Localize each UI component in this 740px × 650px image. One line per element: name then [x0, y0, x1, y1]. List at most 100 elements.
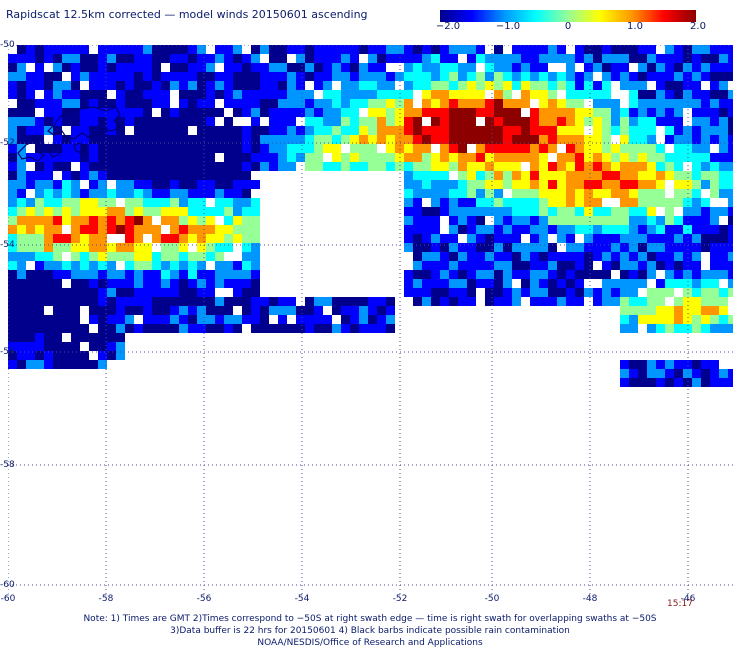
- wind-cell: [467, 135, 476, 144]
- wind-cell: [467, 126, 476, 135]
- wind-cell: [170, 279, 179, 288]
- wind-cell: [206, 135, 215, 144]
- wind-cell: [98, 144, 107, 153]
- wind-cell: [233, 270, 242, 279]
- wind-cell: [17, 216, 26, 225]
- wind-cell: [17, 45, 26, 54]
- wind-cell: [17, 252, 26, 261]
- wind-cell: [620, 261, 629, 270]
- wind-cell: [665, 198, 674, 207]
- wind-cell: [647, 234, 656, 243]
- wind-cell: [665, 99, 674, 108]
- wind-cell: [17, 207, 26, 216]
- wind-cell: [557, 108, 566, 117]
- wind-cell: [242, 90, 251, 99]
- wind-cell: [512, 63, 521, 72]
- wind-cell: [656, 153, 665, 162]
- wind-cell: [602, 216, 611, 225]
- wind-cell: [368, 144, 377, 153]
- wind-cell: [692, 360, 701, 369]
- wind-cell: [719, 180, 728, 189]
- wind-cell: [458, 279, 467, 288]
- wind-cell: [593, 189, 602, 198]
- wind-cell: [638, 270, 647, 279]
- wind-cell: [206, 297, 215, 306]
- wind-cell: [71, 207, 80, 216]
- wind-cell: [566, 198, 575, 207]
- wind-cell: [323, 81, 332, 90]
- wind-cell: [260, 90, 269, 99]
- wind-cell: [197, 108, 206, 117]
- wind-cell: [575, 297, 584, 306]
- wind-cell: [404, 288, 413, 297]
- wind-cell: [404, 180, 413, 189]
- wind-cell: [71, 135, 80, 144]
- wind-cell: [332, 126, 341, 135]
- wind-cell: [215, 198, 224, 207]
- wind-cell: [476, 189, 485, 198]
- wind-cell: [602, 162, 611, 171]
- wind-cell: [89, 270, 98, 279]
- wind-cell: [476, 72, 485, 81]
- wind-cell: [683, 198, 692, 207]
- wind-cell: [215, 207, 224, 216]
- wind-cell: [107, 198, 116, 207]
- wind-cell: [215, 135, 224, 144]
- wind-cell: [584, 63, 593, 72]
- wind-cell: [701, 162, 710, 171]
- wind-cell: [170, 153, 179, 162]
- wind-cell: [143, 279, 152, 288]
- y-tick-label: -58: [0, 460, 15, 470]
- wind-cell: [62, 198, 71, 207]
- wind-cell: [602, 207, 611, 216]
- wind-cell: [701, 153, 710, 162]
- wind-cell: [431, 216, 440, 225]
- wind-cell: [332, 153, 341, 162]
- wind-cell: [71, 54, 80, 63]
- wind-cell: [593, 207, 602, 216]
- wind-cell: [260, 144, 269, 153]
- wind-cell: [476, 270, 485, 279]
- wind-cell: [458, 72, 467, 81]
- wind-cell: [44, 225, 53, 234]
- wind-cell: [512, 117, 521, 126]
- wind-cell: [449, 252, 458, 261]
- wind-cell: [521, 198, 530, 207]
- wind-cell: [116, 324, 125, 333]
- wind-cell: [98, 297, 107, 306]
- wind-cell: [647, 90, 656, 99]
- wind-cell: [629, 216, 638, 225]
- wind-cell: [35, 324, 44, 333]
- wind-cell: [197, 198, 206, 207]
- wind-cell: [233, 45, 242, 54]
- wind-cell: [242, 252, 251, 261]
- wind-cell: [80, 54, 89, 63]
- wind-cell: [584, 234, 593, 243]
- wind-cell: [8, 153, 17, 162]
- wind-cell: [125, 54, 134, 63]
- wind-cell: [476, 198, 485, 207]
- wind-cell: [701, 126, 710, 135]
- wind-cell: [575, 45, 584, 54]
- wind-cell: [692, 234, 701, 243]
- wind-cell: [440, 144, 449, 153]
- wind-cell: [485, 288, 494, 297]
- wind-cell: [692, 99, 701, 108]
- wind-cell: [161, 90, 170, 99]
- wind-cell: [26, 81, 35, 90]
- wind-cell: [611, 153, 620, 162]
- wind-cell: [530, 171, 539, 180]
- wind-cell: [53, 81, 62, 90]
- wind-cell: [656, 369, 665, 378]
- wind-cell: [35, 126, 44, 135]
- wind-cell: [179, 306, 188, 315]
- wind-cell: [593, 81, 602, 90]
- wind-cell: [467, 108, 476, 117]
- wind-cell: [116, 333, 125, 342]
- wind-cell: [494, 54, 503, 63]
- wind-cell: [116, 342, 125, 351]
- wind-cell: [170, 63, 179, 72]
- wind-cell: [476, 99, 485, 108]
- wind-cell: [575, 90, 584, 99]
- wind-cell: [638, 108, 647, 117]
